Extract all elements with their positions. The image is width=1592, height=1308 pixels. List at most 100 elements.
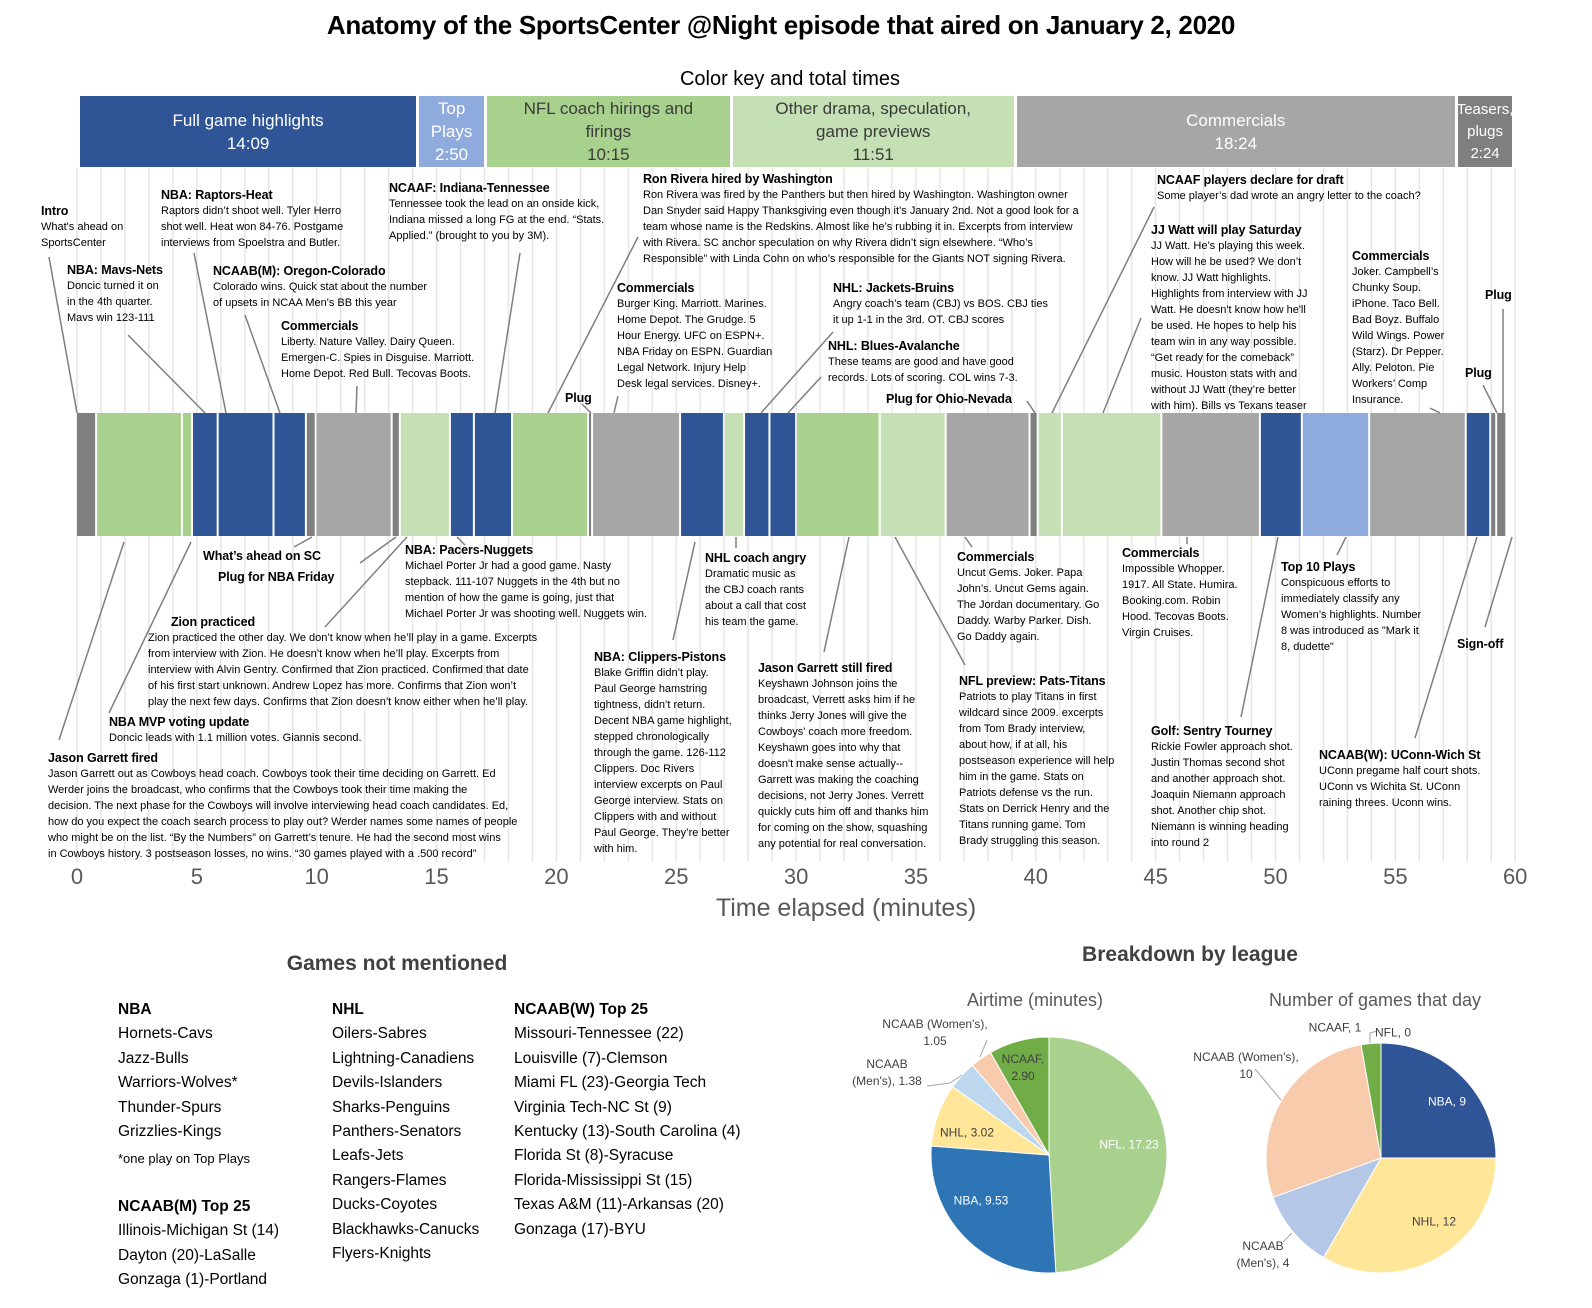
timeline-segment <box>182 413 192 536</box>
list-item: Texas A&M (11)-Arkansas (20) <box>514 1196 724 1214</box>
color-key-label: Commercials <box>1186 110 1286 130</box>
leader-line <box>1414 536 1478 739</box>
list-item: Hornets-Cavs <box>118 1025 213 1043</box>
annotation-jj-watt: JJ Watt will play Saturday JJ Watt. He’s … <box>1151 222 1308 414</box>
x-tick-label: 50 <box>1263 864 1288 889</box>
annotation-body: Tennessee took the lead on an onside kic… <box>389 198 605 242</box>
leader-line <box>613 395 619 414</box>
annotation-title: Plug for NBA Friday <box>218 570 335 584</box>
annotation-title: NFL preview: Pats-Titans <box>959 674 1106 688</box>
list-item: Warriors-Wolves* <box>118 1074 238 1092</box>
games-note: *one play on Top Plays <box>118 1151 251 1167</box>
timeline-segment <box>392 413 399 536</box>
leader-line <box>1484 536 1513 628</box>
timeline-segment <box>745 413 769 536</box>
x-tick-label: 55 <box>1383 864 1408 889</box>
annotation-title: NBA: Raptors-Heat <box>161 188 273 202</box>
pie-label-ncaab-women: NCAAB (Women's), 10 <box>1193 1050 1299 1081</box>
annotation-uconn-wichita: NCAAB(W): UConn-Wich St UConn pregame hal… <box>1319 747 1481 811</box>
timeline-segment <box>316 413 391 536</box>
pie-label-nba: NBA, 9 <box>1427 1094 1467 1109</box>
annotation-commercials-4: Commercials Uncut Gems. Joker. Papa John’… <box>957 549 1099 645</box>
annotation-body: Rickie Fowler approach shot. Justin Thom… <box>1151 741 1293 849</box>
timeline-segment <box>513 413 587 536</box>
list-item: Sharks-Penguins <box>332 1098 451 1116</box>
x-tick-label: 60 <box>1502 864 1528 889</box>
list-item: Oilers-Sabres <box>332 1025 427 1043</box>
leader-line <box>787 376 822 414</box>
games-not-mentioned-title: Games not mentioned <box>286 952 508 975</box>
annotation-title: NBA: Pacers-Nuggets <box>405 543 533 557</box>
annotation-title: NBA: Mavs-Nets <box>67 263 163 277</box>
timeline-segment <box>1062 413 1161 536</box>
leader-line <box>58 541 125 741</box>
leader-line <box>547 236 639 414</box>
annotation-title: Commercials <box>281 319 359 333</box>
annotation-title: Jason Garrett still fired <box>758 661 893 675</box>
annotation-title: Plug <box>1485 288 1512 302</box>
annotation-title: Plug <box>565 391 592 405</box>
annotation-body: Liberty. Nature Valley. Dairy Queen. Eme… <box>281 336 475 380</box>
annotation-title: Sign-off <box>1457 637 1504 651</box>
leader-line <box>760 331 834 414</box>
annotation-mavs-nets: NBA: Mavs-Nets Doncic turned it on in the… <box>67 262 163 326</box>
timeline-segment <box>77 413 96 536</box>
timeline-segment <box>724 413 744 536</box>
annotation-intro: Intro What's ahead on SportsCenter <box>41 203 123 251</box>
annotation-ncaaf-draft: NCAAF players declare for draft Some play… <box>1157 172 1421 204</box>
leader-line <box>1026 400 1036 414</box>
games-group: NCAAB(W) Top 25 Missouri-Tennessee (22) Lo… <box>514 998 741 1242</box>
pie-label-ncaab-women: NCAAB (Women's), 1.05 <box>882 1017 988 1048</box>
leader-line <box>456 536 466 546</box>
annotation-title: Golf: Sentry Tourney <box>1151 724 1273 738</box>
annotation-clippers-pistons: NBA: Clippers-Pistons Blake Griffin didn’… <box>594 649 732 857</box>
annotation-title: Commercials <box>1122 546 1200 560</box>
color-key-time: 14:09 <box>226 133 270 153</box>
pie-games-title: Number of games that day <box>1268 990 1482 1010</box>
annotation-title: What’s ahead on SC <box>203 549 321 563</box>
annotation-commercials-2: Commercials Burger King. Marriott. Marine… <box>617 280 772 392</box>
pie-label-nhl: NHL, 3.02 <box>939 1125 995 1140</box>
annotation-body: JJ Watt. He’s playing this week. How wil… <box>1151 240 1308 412</box>
list-item: Louisville (7)-Clemson <box>514 1049 668 1067</box>
annotation-blues-avalanche: NHL: Blues-Avalanche These teams are good… <box>828 338 1018 386</box>
annotation-mvp-voting: NBA MVP voting update Doncic leads with 1… <box>109 714 362 746</box>
annotation-body: Impossible Whopper. 1917. All State. Hum… <box>1122 563 1238 639</box>
annotation-body: Zion practiced the other day. We don’t k… <box>148 632 538 708</box>
list-item: Gonzaga (1)-Portland <box>118 1271 268 1289</box>
color-key-label: Top Plays <box>430 99 473 141</box>
timeline-segment <box>400 413 449 536</box>
color-key-top: Top Plays 2:50 <box>419 96 484 167</box>
timeline-segment <box>588 413 592 536</box>
list-item: Illinois-Michigan St (14) <box>118 1222 280 1240</box>
pie-leader-line <box>1369 1030 1378 1034</box>
annotation-title: Plug <box>1465 366 1492 380</box>
annotation-body: Keyshawn Johnson joins the broadcast, Ve… <box>758 678 929 850</box>
annotation-title: NBA: Clippers-Pistons <box>594 650 726 664</box>
list-item: Grizzlies-Kings <box>118 1123 222 1141</box>
timeline-segment <box>1302 413 1369 536</box>
pie-label-nhl: NHL, 12 <box>1411 1214 1457 1229</box>
timeline-segment <box>1030 413 1037 536</box>
annotation-body: Some player’s dad wrote an angry letter … <box>1157 190 1421 202</box>
pie-leader-line <box>979 1039 988 1058</box>
leader-line <box>581 403 592 414</box>
pie-label-nba: NBA, 9.53 <box>953 1193 1009 1208</box>
annotation-body: Blake Griffin didn’t play. Paul George h… <box>594 667 732 855</box>
annotation-sign-off: Sign-off <box>1457 636 1504 652</box>
annotation-body: Conspicuous efforts to immediately class… <box>1281 577 1422 653</box>
timeline-segment <box>1497 413 1506 536</box>
timeline-segment <box>797 413 879 536</box>
list-item: Panthers-Senators <box>332 1123 462 1141</box>
color-key-title: Color key and total times <box>679 68 901 90</box>
annotation-body: Uncut Gems. Joker. Papa John’s. Uncut Ge… <box>957 567 1100 643</box>
color-key-label: Teasers, plugs <box>1457 100 1513 140</box>
x-axis-title: Time elapsed (minutes) <box>715 894 977 922</box>
pie-games-slice <box>1265 1044 1382 1198</box>
leader-line <box>894 536 966 666</box>
list-item: Virginia Tech-NC St (9) <box>514 1098 672 1116</box>
annotation-plug-3: Plug <box>1465 365 1492 381</box>
color-key-time: 11:51 <box>852 145 894 164</box>
annotation-title: Top 10 Plays <box>1281 560 1356 574</box>
list-item: Ducks-Coyotes <box>332 1196 438 1214</box>
